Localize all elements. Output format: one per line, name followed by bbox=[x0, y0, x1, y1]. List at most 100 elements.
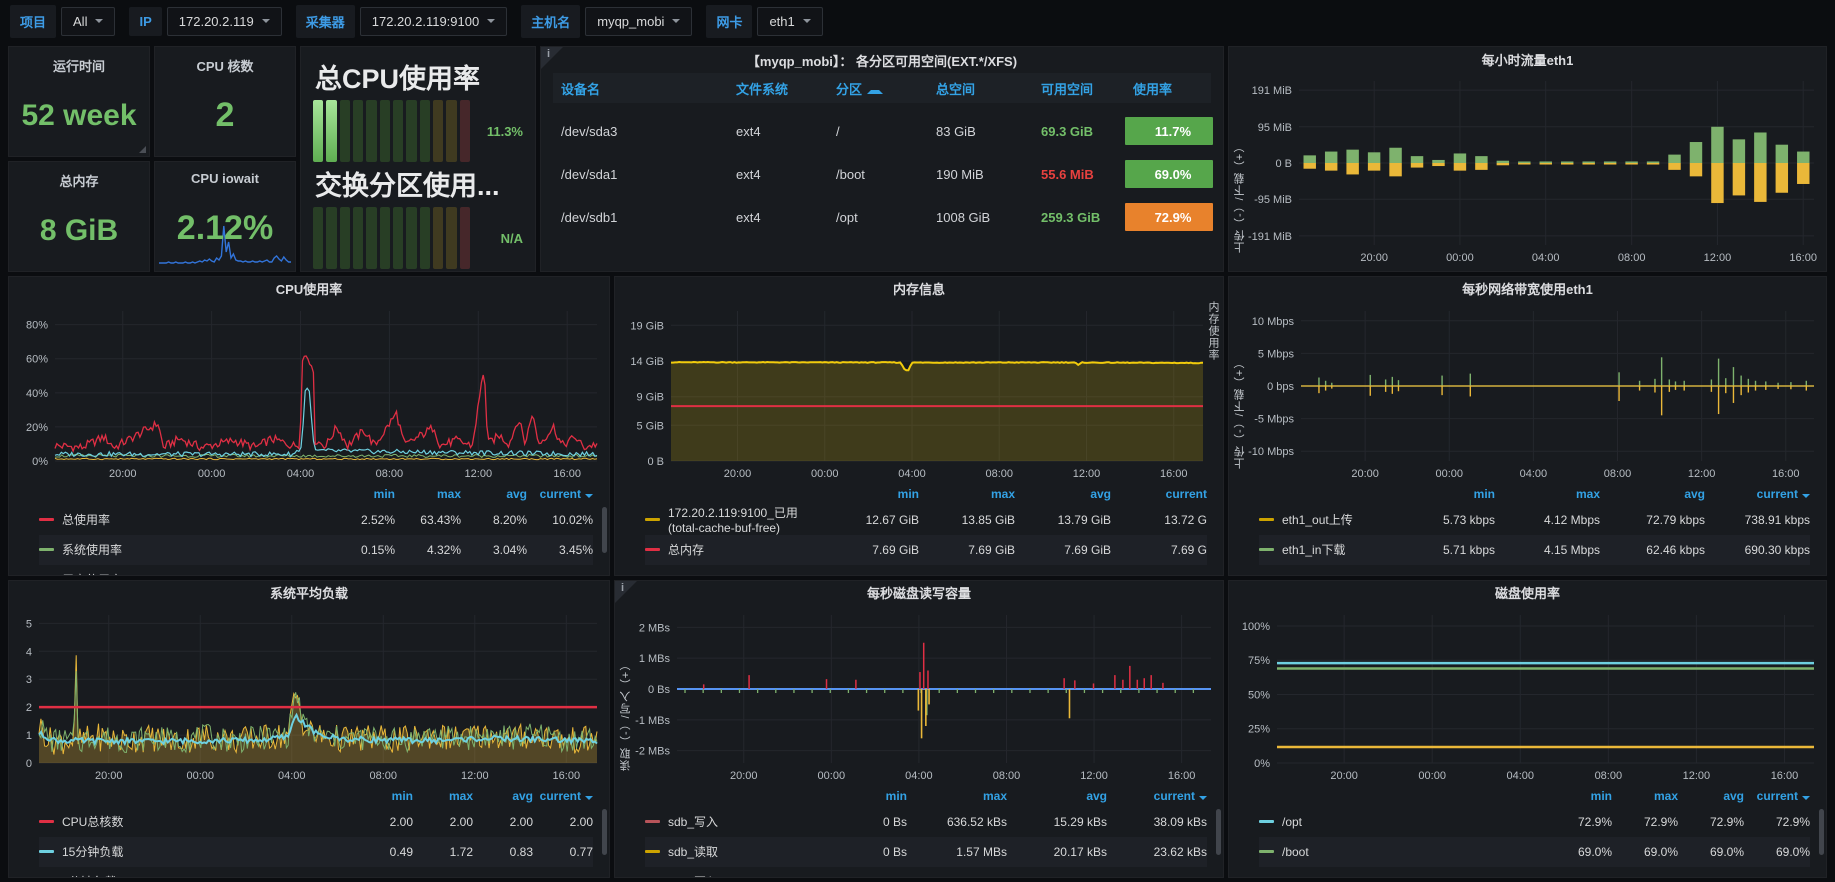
disk-usage-chart[interactable]: 0% 25% 50% 75% 100% 20:00 00:00 04:00 08:00 12:00… bbox=[1229, 605, 1826, 785]
legend-series[interactable]: 15分钟负载 bbox=[39, 843, 353, 860]
legend-sort-avg[interactable]: avg bbox=[512, 788, 533, 803]
legend-scrollbar[interactable] bbox=[602, 506, 607, 553]
network-chart[interactable]: 10 Mbps 5 Mbps 0 bps -5 Mbps -10 Mbps 20:00 00… bbox=[1229, 301, 1826, 483]
filter-select[interactable]: 172.20.2.119:9100 bbox=[359, 6, 508, 36]
legend-series[interactable]: sda_写入 bbox=[645, 873, 807, 877]
legend-sort-max[interactable]: max bbox=[1653, 788, 1678, 803]
column-header-分区[interactable]: 分区 bbox=[828, 79, 928, 98]
legend-series[interactable]: sdb_写入 bbox=[645, 813, 807, 830]
panel-title[interactable]: 【myqp_mobi】： 各分区可用空间(EXT.*/XFS) bbox=[746, 53, 1018, 69]
traffic-chart[interactable]: 191 MiB 95 MiB 0 B -95 MiB -191 MiB 20:00 00:0… bbox=[1229, 71, 1826, 267]
legend-sort-avg[interactable]: avg bbox=[506, 486, 527, 501]
legend-sort-max[interactable]: max bbox=[990, 486, 1015, 501]
svg-text:08:00: 08:00 bbox=[370, 770, 398, 782]
legend-sort-min[interactable]: min bbox=[1590, 788, 1612, 803]
legend-sort-avg[interactable]: avg bbox=[1723, 788, 1744, 803]
legend-value: 10.02% bbox=[552, 512, 593, 527]
panel-title[interactable]: 磁盘使用率 bbox=[1494, 586, 1560, 602]
legend-value: 7.69 GiB bbox=[1064, 542, 1111, 557]
legend-sort-current[interactable]: current bbox=[1744, 789, 1810, 803]
legend-series[interactable]: 用户使用率 bbox=[39, 571, 329, 575]
legend-sort-min[interactable]: min bbox=[897, 486, 919, 501]
legend-sort-max[interactable]: max bbox=[1575, 486, 1600, 501]
gauge-cell bbox=[406, 100, 417, 162]
legend-scrollbar[interactable] bbox=[602, 808, 607, 855]
legend-series[interactable]: 总使用率 bbox=[39, 511, 329, 528]
panel-title[interactable]: 每秒磁盘读写容量 bbox=[866, 586, 971, 602]
gauge-cell bbox=[432, 207, 444, 269]
column-header-使用率[interactable]: 使用率 bbox=[1133, 81, 1173, 97]
legend-series[interactable]: 5分钟负载 bbox=[39, 873, 353, 877]
legend-sort-current[interactable]: current bbox=[1705, 487, 1810, 501]
panel-title[interactable]: 每秒网络带宽使用eth1 bbox=[1462, 282, 1593, 298]
legend-sort-min[interactable]: min bbox=[373, 486, 395, 501]
legend-series[interactable]: 系统使用率 bbox=[39, 541, 329, 558]
legend-sort-min[interactable]: min bbox=[885, 788, 907, 803]
gauge-title-swap: 交换分区使用... bbox=[315, 171, 500, 201]
column-header-设备名[interactable]: 设备名 bbox=[561, 81, 601, 97]
gauge-cell bbox=[432, 100, 444, 162]
panel-title[interactable]: 系统平均负载 bbox=[269, 586, 348, 602]
cell-usage-badge: 69.0% bbox=[1125, 160, 1213, 188]
legend-scrollbar[interactable] bbox=[1216, 808, 1221, 855]
panel-title[interactable]: CPU使用率 bbox=[275, 282, 343, 298]
legend-sort-avg[interactable]: avg bbox=[1090, 486, 1111, 501]
legend-series[interactable]: /boot bbox=[1259, 845, 1546, 859]
memory-chart[interactable]: 0 B 5 GiB 9 GiB 14 GiB 19 GiB 20:00 00:00 04:00… bbox=[615, 301, 1223, 483]
legend-scrollbar[interactable] bbox=[1819, 808, 1824, 855]
legend-value: 738.91 kbps bbox=[1744, 512, 1810, 527]
column-header-总空间[interactable]: 总空间 bbox=[936, 81, 976, 97]
series-name: / bbox=[1282, 875, 1285, 877]
svg-text:12:00: 12:00 bbox=[1704, 252, 1732, 264]
legend-sort-current[interactable]: current bbox=[527, 487, 593, 501]
panel-title[interactable]: 内存信息 bbox=[892, 282, 945, 298]
filter-select[interactable]: eth1 bbox=[757, 6, 823, 36]
panel-info-corner[interactable] bbox=[541, 47, 563, 69]
legend-series[interactable]: CPU总核数 bbox=[39, 813, 353, 830]
series-color-dash bbox=[645, 820, 660, 824]
legend-sort-min[interactable]: min bbox=[391, 788, 413, 803]
panel-title[interactable]: 每小时流量eth1 bbox=[1481, 52, 1574, 68]
cell-mount: /boot bbox=[836, 166, 865, 182]
plot-area: 0% 25% 50% 75% 100% 20:00 00:00 04:00 08:00 12:00… bbox=[1229, 605, 1826, 785]
filter-select[interactable]: 172.20.2.119 bbox=[166, 6, 282, 36]
legend-value: 8.20% bbox=[492, 512, 527, 527]
legend-sort-max[interactable]: max bbox=[982, 788, 1007, 803]
svg-text:4: 4 bbox=[26, 646, 32, 658]
legend-sort-current[interactable]: current bbox=[1107, 789, 1207, 803]
legend-sort-max[interactable]: max bbox=[448, 788, 473, 803]
legend-value: 5.40% bbox=[395, 573, 461, 575]
legend-series[interactable]: eth1_out上传 bbox=[1259, 511, 1390, 528]
legend-series[interactable]: /opt bbox=[1259, 815, 1546, 829]
legend-series[interactable]: eth1_in下载 bbox=[1259, 541, 1390, 558]
legend-series[interactable]: 172.20.2.119:9100_已用(total-cache-buf-fre… bbox=[645, 504, 823, 535]
cpu-usage-chart[interactable]: 0% 20% 40% 60% 80% 20:00 00:00 04:00 08:00 12:00 1… bbox=[9, 301, 609, 483]
legend-sort-avg[interactable]: avg bbox=[1086, 788, 1107, 803]
gauge-cell bbox=[392, 207, 404, 269]
legend-sort-current[interactable]: current bbox=[1165, 486, 1207, 501]
cpu-cores-value: 2 bbox=[215, 96, 235, 134]
column-header-文件系统[interactable]: 文件系统 bbox=[736, 81, 789, 97]
y-axis-label: 读取（-）/写入（+） bbox=[620, 658, 632, 771]
legend-sort-min[interactable]: min bbox=[1473, 486, 1495, 501]
disk-io-chart[interactable]: 2 MBs 1 MBs 0 Bs -1 MBs -2 MBs 20:00 00:00 04:0… bbox=[615, 605, 1223, 785]
gauge-cell bbox=[339, 207, 350, 269]
resize-handle-icon[interactable] bbox=[139, 146, 146, 153]
column-header-可用空间[interactable]: 可用空间 bbox=[1041, 81, 1094, 97]
legend-value: 72.9% bbox=[1643, 814, 1678, 829]
load-chart[interactable]: 0 1 2 3 4 5 20:00 00:00 04:00 08:00 12:00 16:00 bbox=[9, 605, 609, 785]
info-icon[interactable]: i bbox=[547, 48, 551, 60]
panel-info-corner[interactable] bbox=[615, 581, 637, 603]
legend-series[interactable]: 总内存 bbox=[645, 541, 823, 558]
filter-select[interactable]: myqp_mobi bbox=[585, 6, 693, 36]
legend-series[interactable]: / bbox=[1259, 875, 1546, 877]
sort-desc-icon bbox=[1802, 493, 1810, 498]
legend-sort-avg[interactable]: avg bbox=[1684, 486, 1705, 501]
legend-sort-max[interactable]: max bbox=[436, 486, 461, 501]
legend-series[interactable]: sdb_读取 bbox=[645, 843, 807, 860]
legend-sort-current[interactable]: current bbox=[533, 789, 593, 803]
legend-value: 7.69 GiB bbox=[872, 542, 919, 557]
filter-select[interactable]: All bbox=[61, 6, 116, 36]
info-icon[interactable]: i bbox=[621, 582, 625, 594]
